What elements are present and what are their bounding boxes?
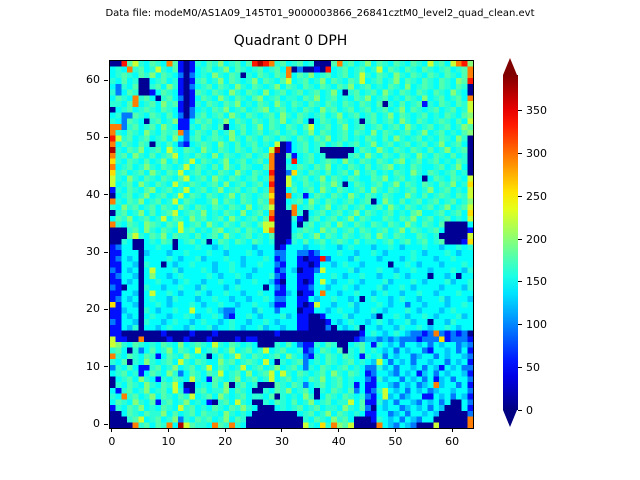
colorbar-tick xyxy=(518,324,522,326)
y-axis-tick-label: 0 xyxy=(93,417,100,431)
y-axis-tick-label: 40 xyxy=(86,187,100,201)
x-axis-tick-label: 60 xyxy=(445,435,460,448)
colorbar-tick-label: 50 xyxy=(526,360,540,374)
colorbar-tick xyxy=(518,409,522,411)
colorbar xyxy=(503,58,518,427)
x-axis-tick-label: 40 xyxy=(331,435,346,448)
colorbar-tick xyxy=(518,281,522,283)
y-axis-tick xyxy=(104,79,108,81)
y-axis-tick-label: 60 xyxy=(86,73,100,87)
y-axis-tick xyxy=(104,251,108,253)
x-axis-tick-label: 0 xyxy=(108,435,116,448)
y-axis-tick-label: 30 xyxy=(86,245,100,259)
colorbar-tick-label: 350 xyxy=(526,104,547,118)
x-axis-tick xyxy=(281,428,283,432)
y-axis-tick xyxy=(104,194,108,196)
colorbar-arrow-down-icon xyxy=(503,410,517,427)
y-axis-tick-label: 20 xyxy=(86,302,100,316)
x-axis-tick xyxy=(168,428,170,432)
x-axis-tick xyxy=(338,428,340,432)
colorbar-tick-label: 200 xyxy=(526,232,547,246)
colorbar-tick-label: 150 xyxy=(526,275,547,289)
y-axis-tick-label: 10 xyxy=(86,359,100,373)
dph-heatmap-canvas xyxy=(110,61,473,428)
colorbar-gradient xyxy=(503,75,518,410)
y-axis-tick xyxy=(104,423,108,425)
plot-title: Quadrant 0 DPH xyxy=(233,33,348,49)
y-axis-tick xyxy=(104,308,108,310)
colorbar-tick xyxy=(518,153,522,155)
colorbar-tick xyxy=(518,110,522,112)
colorbar-tick xyxy=(518,238,522,240)
x-axis-tick-label: 30 xyxy=(274,435,289,448)
colorbar-tick-label: 300 xyxy=(526,147,547,161)
x-axis-tick-label: 50 xyxy=(388,435,403,448)
x-axis-tick-label: 20 xyxy=(218,435,233,448)
x-axis-tick xyxy=(111,428,113,432)
colorbar-tick-label: 100 xyxy=(526,318,547,332)
colorbar-tick xyxy=(518,195,522,197)
colorbar-tick-label: 250 xyxy=(526,189,547,203)
colorbar-tick xyxy=(518,366,522,368)
x-axis-tick xyxy=(394,428,396,432)
data-file-annotation: Data file: modeM0/AS1A09_145T01_90000038… xyxy=(105,8,535,19)
plot-area xyxy=(109,60,474,429)
y-axis-tick-label: 50 xyxy=(86,130,100,144)
x-axis-tick xyxy=(224,428,226,432)
x-axis-tick-label: 10 xyxy=(161,435,176,448)
y-axis-tick xyxy=(104,366,108,368)
colorbar-arrow-up-icon xyxy=(503,58,517,75)
colorbar-tick-label: 0 xyxy=(526,403,533,417)
y-axis-tick xyxy=(104,136,108,138)
x-axis-tick xyxy=(451,428,453,432)
